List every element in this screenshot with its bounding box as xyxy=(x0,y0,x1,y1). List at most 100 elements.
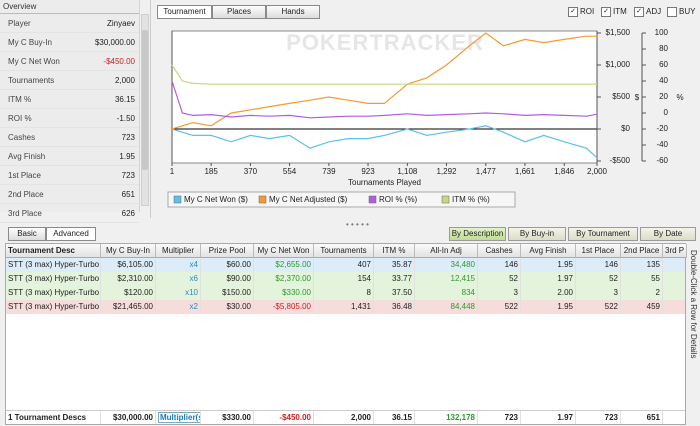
y-tick-label: $500 xyxy=(612,92,630,101)
x-tick-label: 1,477 xyxy=(476,167,497,176)
checkbox-box[interactable]: ✓ xyxy=(601,7,611,17)
y2-tick-label: 60 xyxy=(659,60,668,69)
x-tick-label: 185 xyxy=(204,167,218,176)
checkbox-label: ROI xyxy=(580,7,595,17)
x-axis-title: Tournaments Played xyxy=(348,178,421,187)
checkbox-label: ITM xyxy=(613,7,627,17)
overview-value: -$450.00 xyxy=(103,57,135,66)
column-header[interactable]: 2nd Place xyxy=(621,244,663,258)
overview-label: Tournaments xyxy=(8,76,55,85)
table-row[interactable]: STT (3 max) Hyper-Turbo $2,310.00 x6 $90.00… xyxy=(6,272,685,286)
checkbox-box[interactable]: ✓ xyxy=(634,7,644,17)
overview-value: 2,000 xyxy=(114,76,135,85)
table-cell: 52 xyxy=(576,272,621,286)
checkbox[interactable]: ✓ ADJ xyxy=(634,7,661,19)
overview-row: Cashes 723 xyxy=(0,128,139,147)
table-cell: -$5,805.00 xyxy=(254,300,314,314)
footer-cell: 1.97 xyxy=(521,411,576,424)
table-cell: $120.00 xyxy=(101,286,156,300)
legend-label: My C Net Won ($) xyxy=(184,195,248,204)
column-header[interactable]: 3rd P xyxy=(663,244,687,258)
x-tick-label: 554 xyxy=(283,167,297,176)
tab[interactable]: Places xyxy=(212,5,266,19)
x-tick-label: 1,108 xyxy=(397,167,418,176)
table-cell: 8 xyxy=(314,286,374,300)
tab[interactable]: Tournament xyxy=(157,5,212,19)
overview-row: Tournaments 2,000 xyxy=(0,71,139,90)
checkbox-box[interactable]: ✓ xyxy=(568,7,578,17)
column-header[interactable]: My C Buy-In xyxy=(101,244,156,258)
footer-cell: 651 xyxy=(621,411,663,424)
sort-button[interactable]: By Description xyxy=(449,227,506,241)
table-row[interactable]: STT (3 max) Hyper-Turbo $120.00 x10 $150.00… xyxy=(6,286,685,300)
y2-tick-label: 0 xyxy=(664,108,669,117)
column-header[interactable]: Multiplier xyxy=(156,244,201,258)
y2-tick-label: 80 xyxy=(659,44,668,53)
multiplier-link[interactable]: Multiplier(s) xyxy=(158,412,200,423)
overview-label: Player xyxy=(8,19,31,28)
y-axis-title: $ xyxy=(635,93,640,102)
overview-title: Overview xyxy=(0,0,139,14)
y2-tick-label: 100 xyxy=(655,28,669,37)
sort-button[interactable]: By Buy-in xyxy=(508,227,566,241)
overview-value: 626 xyxy=(121,209,135,218)
table-row[interactable]: STT (3 max) Hyper-Turbo $6,105.00 x4 $60.00… xyxy=(6,258,685,272)
splitter[interactable]: • • • • • xyxy=(346,220,369,229)
column-header[interactable]: Cashes xyxy=(478,244,521,258)
column-header[interactable]: All-In Adj xyxy=(415,244,478,258)
column-header[interactable]: My C Net Won xyxy=(254,244,314,258)
legend-swatch xyxy=(368,195,377,204)
sort-button[interactable]: By Date xyxy=(640,227,696,241)
table-cell: 1.97 xyxy=(521,272,576,286)
column-header[interactable]: ITM % xyxy=(374,244,415,258)
footer-cell: 1 Tournament Descs xyxy=(6,411,101,424)
column-header[interactable]: Tournament Desc xyxy=(6,244,101,258)
column-header[interactable]: 1st Place xyxy=(576,244,621,258)
sort-button[interactable]: By Tournament xyxy=(568,227,638,241)
overview-label: Avg Finish xyxy=(8,152,46,161)
table-cell: 407 xyxy=(314,258,374,272)
footer-cell: Multiplier(s) xyxy=(156,411,201,424)
overview-value: -1.50 xyxy=(116,114,135,123)
checkbox-box[interactable] xyxy=(667,7,677,17)
watermark: POKERTRACKER xyxy=(286,30,484,55)
view-button[interactable]: Advanced xyxy=(46,227,96,241)
table-cell: $60.00 xyxy=(201,258,254,272)
y-tick-label: $0 xyxy=(621,124,630,133)
overview-row: My C Net Won -$450.00 xyxy=(0,52,139,71)
overview-panel: Overview Player Zinyaev My C Buy-In $30,000.… xyxy=(0,0,140,223)
table-cell: 1.95 xyxy=(521,300,576,314)
scroll-thumb[interactable] xyxy=(142,30,148,170)
column-header[interactable]: Prize Pool xyxy=(201,244,254,258)
table-cell: 154 xyxy=(314,272,374,286)
y2-tick-label: -20 xyxy=(656,124,668,133)
checkbox[interactable]: BUY xyxy=(667,7,695,19)
legend-label: ROI % (%) xyxy=(379,195,418,204)
checkbox-label: ADJ xyxy=(646,7,662,17)
overview-label: Cashes xyxy=(8,133,36,142)
column-header[interactable]: Tournaments xyxy=(314,244,374,258)
table-cell: 12,415 xyxy=(415,272,478,286)
view-button[interactable]: Basic xyxy=(8,227,46,241)
column-header[interactable]: Avg Finish xyxy=(521,244,576,258)
table-cell: $2,370.00 xyxy=(254,272,314,286)
legend-swatch xyxy=(258,195,267,204)
table-row[interactable]: STT (3 max) Hyper-Turbo $21,465.00 x2 $30.0… xyxy=(6,300,685,314)
y2-tick-label: 20 xyxy=(659,92,668,101)
table-cell: 135 xyxy=(621,258,663,272)
legend-box xyxy=(167,191,516,208)
y2-tick-label: -40 xyxy=(656,140,668,149)
overview-label: 3rd Place xyxy=(8,209,42,218)
checkbox[interactable]: ✓ ROI xyxy=(568,7,594,19)
x-tick-label: 2,000 xyxy=(587,167,608,176)
tab[interactable]: Hands xyxy=(266,5,320,19)
table-cell: STT (3 max) Hyper-Turbo xyxy=(6,300,101,314)
table-cell: STT (3 max) Hyper-Turbo xyxy=(6,272,101,286)
y2-axis-title: % xyxy=(676,93,683,102)
table-cell: 2.00 xyxy=(521,286,576,300)
y-tick-label: $1,500 xyxy=(606,28,631,37)
checkbox[interactable]: ✓ ITM xyxy=(601,7,627,19)
table-cell: $90.00 xyxy=(201,272,254,286)
table-cell: 3 xyxy=(576,286,621,300)
